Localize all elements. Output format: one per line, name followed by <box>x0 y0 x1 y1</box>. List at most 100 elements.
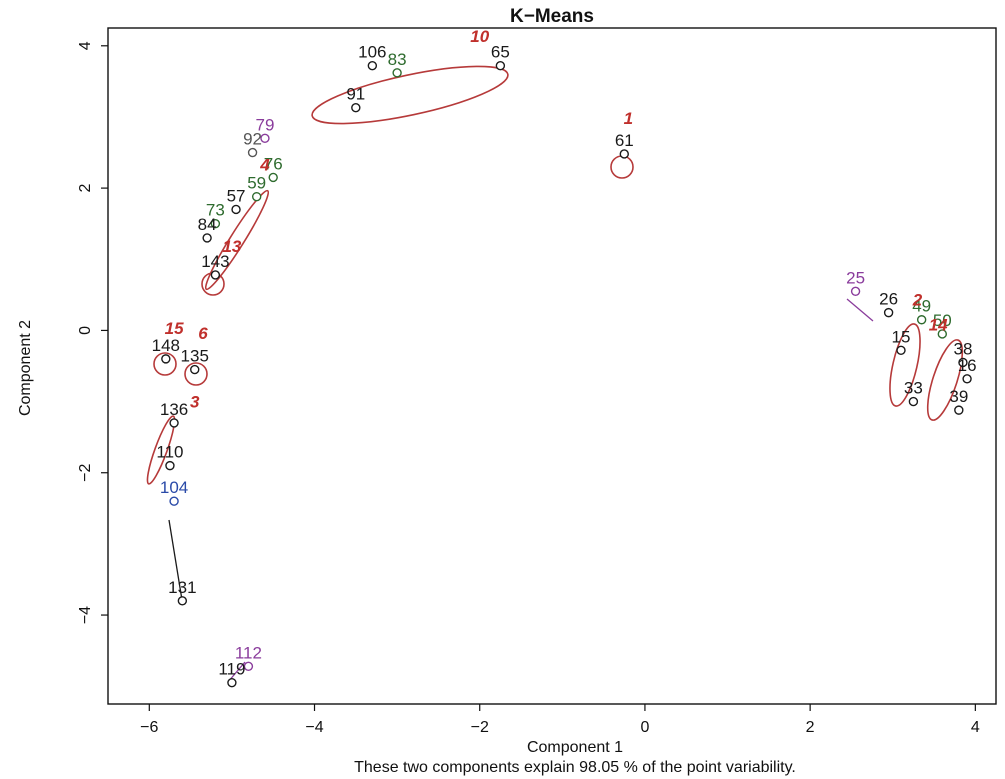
point-label: 91 <box>346 85 365 104</box>
data-point-135: 135 <box>181 347 209 375</box>
point-label: 104 <box>160 478 188 497</box>
cluster-ellipse-10 <box>311 65 509 125</box>
point-marker <box>268 172 278 183</box>
cluster-ellipse-3 <box>146 415 176 485</box>
data-point-91: 91 <box>346 85 365 113</box>
data-point-73: 73 <box>206 201 225 229</box>
point-label: 57 <box>227 186 246 205</box>
point-label: 33 <box>904 379 923 398</box>
point-marker <box>896 345 906 356</box>
data-point-59: 59 <box>247 174 266 202</box>
point-label: 79 <box>255 115 274 134</box>
plot-frame <box>107 27 997 705</box>
point-label: 143 <box>201 252 229 271</box>
cluster-number-label: 10 <box>470 27 489 46</box>
point-label: 135 <box>181 347 209 366</box>
point-marker <box>243 661 254 671</box>
point-marker <box>260 133 270 143</box>
point-label: 25 <box>846 268 865 287</box>
point-label: 61 <box>615 131 634 150</box>
point-marker <box>190 364 200 375</box>
data-point-148: 148 <box>152 336 180 364</box>
cluster-circle-15 <box>153 352 177 376</box>
cluster-circle-6 <box>184 362 208 386</box>
x-tick-label: −2 <box>471 719 489 736</box>
point-label: 73 <box>206 201 225 220</box>
cluster-number-label: 4 <box>259 155 270 174</box>
data-points: 106 83 65917992765957738414361148135136110… <box>152 43 977 688</box>
point-marker <box>231 204 241 215</box>
data-point-49: 49 <box>912 297 931 325</box>
cluster-number-label: 15 <box>165 319 184 338</box>
point-marker <box>177 596 188 606</box>
cluster-number-label: 6 <box>198 324 208 343</box>
y-axis-label: Component 2 <box>17 320 34 416</box>
point-marker <box>227 677 237 688</box>
axes: −6 −4 −2 0 2 4 4 2 0 −2 −4 <box>77 41 980 736</box>
chart-caption: These two components explain 98.05 % of … <box>354 759 796 776</box>
point-marker <box>850 286 861 296</box>
data-point-110: 110 <box>156 443 184 471</box>
cluster-number-label: 2 <box>912 291 923 310</box>
point-label: 49 <box>912 297 931 316</box>
data-point-136: 136 <box>160 400 188 428</box>
point-marker <box>958 357 968 368</box>
point-marker <box>161 354 171 364</box>
point-marker <box>619 149 629 159</box>
point-label: 65 <box>491 43 510 62</box>
x-tick-label: 4 <box>971 719 980 736</box>
point-label: 110 <box>156 443 183 462</box>
data-point-26: 26 <box>879 290 898 318</box>
cluster-outlines <box>146 65 964 485</box>
point-label: 119 <box>218 660 245 679</box>
x-axis-label: Component 1 <box>527 739 623 756</box>
connector-25-26 <box>846 298 874 322</box>
chart-title: K−Means <box>510 6 594 27</box>
data-point-33: 33 <box>904 379 923 407</box>
data-point-106: 106 <box>358 43 387 71</box>
y-tick-label: 4 <box>77 41 94 50</box>
y-tick-label: 0 <box>77 326 94 335</box>
point-label: 15 <box>892 327 911 346</box>
data-point-119: 119 <box>218 660 245 688</box>
point-label: 39 <box>949 387 968 406</box>
point-marker <box>210 270 221 280</box>
cluster-number-label: 3 <box>190 392 200 411</box>
y-tick-label: −4 <box>77 606 94 624</box>
point-marker <box>392 68 402 78</box>
point-label: 26 <box>879 290 898 309</box>
data-point-25: 25 <box>846 268 865 296</box>
x-tick-label: −4 <box>305 719 323 736</box>
cluster-ellipse-14 <box>926 339 964 421</box>
point-label: 59 <box>247 174 266 193</box>
point-marker <box>916 315 927 325</box>
data-point-76: 76 <box>264 154 283 183</box>
point-marker <box>247 147 258 158</box>
point-label: 84 <box>198 215 217 234</box>
cluster-number-label: 1 <box>624 109 633 128</box>
cluster-number-label: 14 <box>929 315 948 334</box>
point-marker <box>165 460 175 471</box>
data-point-143: 143 <box>201 252 230 280</box>
data-point-92: 92 <box>243 130 262 158</box>
data-point-65: 65 <box>491 43 510 71</box>
connector-104-131 <box>168 519 183 601</box>
data-point-112: 112 <box>235 643 262 671</box>
point-label: 92 <box>243 130 262 149</box>
point-label: 112 <box>235 643 262 662</box>
point-marker <box>962 374 972 384</box>
data-point-38: 38 <box>953 339 972 368</box>
data-point-57: 57 <box>227 186 246 215</box>
point-label: 50 <box>933 311 952 330</box>
data-point-104: 104 <box>160 478 188 506</box>
point-marker <box>351 102 361 113</box>
y-tick-label: 2 <box>77 184 94 193</box>
x-tick-label: −6 <box>140 719 158 736</box>
data-point-61: 61 <box>615 131 634 159</box>
point-label: 131 <box>168 578 196 597</box>
point-label: 76 <box>264 154 283 173</box>
point-label: 83 <box>388 50 407 69</box>
point-marker <box>210 218 221 229</box>
point-marker <box>495 61 506 71</box>
